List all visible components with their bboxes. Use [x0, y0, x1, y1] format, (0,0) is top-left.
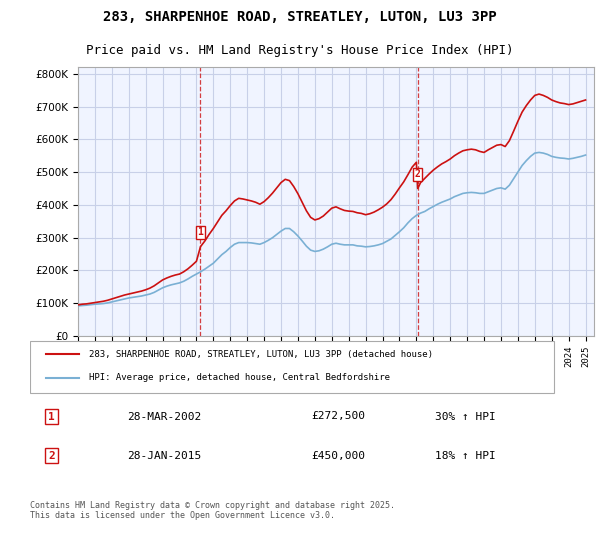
Text: 2: 2	[415, 169, 421, 179]
Text: 1: 1	[197, 227, 203, 237]
Text: Price paid vs. HM Land Registry's House Price Index (HPI): Price paid vs. HM Land Registry's House …	[86, 44, 514, 57]
Text: 28-JAN-2015: 28-JAN-2015	[127, 451, 202, 460]
Text: £272,500: £272,500	[311, 412, 365, 422]
Text: £450,000: £450,000	[311, 451, 365, 460]
FancyBboxPatch shape	[30, 341, 554, 393]
Text: 30% ↑ HPI: 30% ↑ HPI	[435, 412, 496, 422]
Text: 18% ↑ HPI: 18% ↑ HPI	[435, 451, 496, 460]
Text: Contains HM Land Registry data © Crown copyright and database right 2025.
This d: Contains HM Land Registry data © Crown c…	[30, 501, 395, 520]
Text: 28-MAR-2002: 28-MAR-2002	[127, 412, 202, 422]
Text: HPI: Average price, detached house, Central Bedfordshire: HPI: Average price, detached house, Cent…	[89, 374, 391, 382]
Text: 1: 1	[48, 412, 55, 422]
Text: 2: 2	[48, 451, 55, 460]
Text: 283, SHARPENHOE ROAD, STREATLEY, LUTON, LU3 3PP (detached house): 283, SHARPENHOE ROAD, STREATLEY, LUTON, …	[89, 350, 433, 359]
Text: 283, SHARPENHOE ROAD, STREATLEY, LUTON, LU3 3PP: 283, SHARPENHOE ROAD, STREATLEY, LUTON, …	[103, 10, 497, 24]
